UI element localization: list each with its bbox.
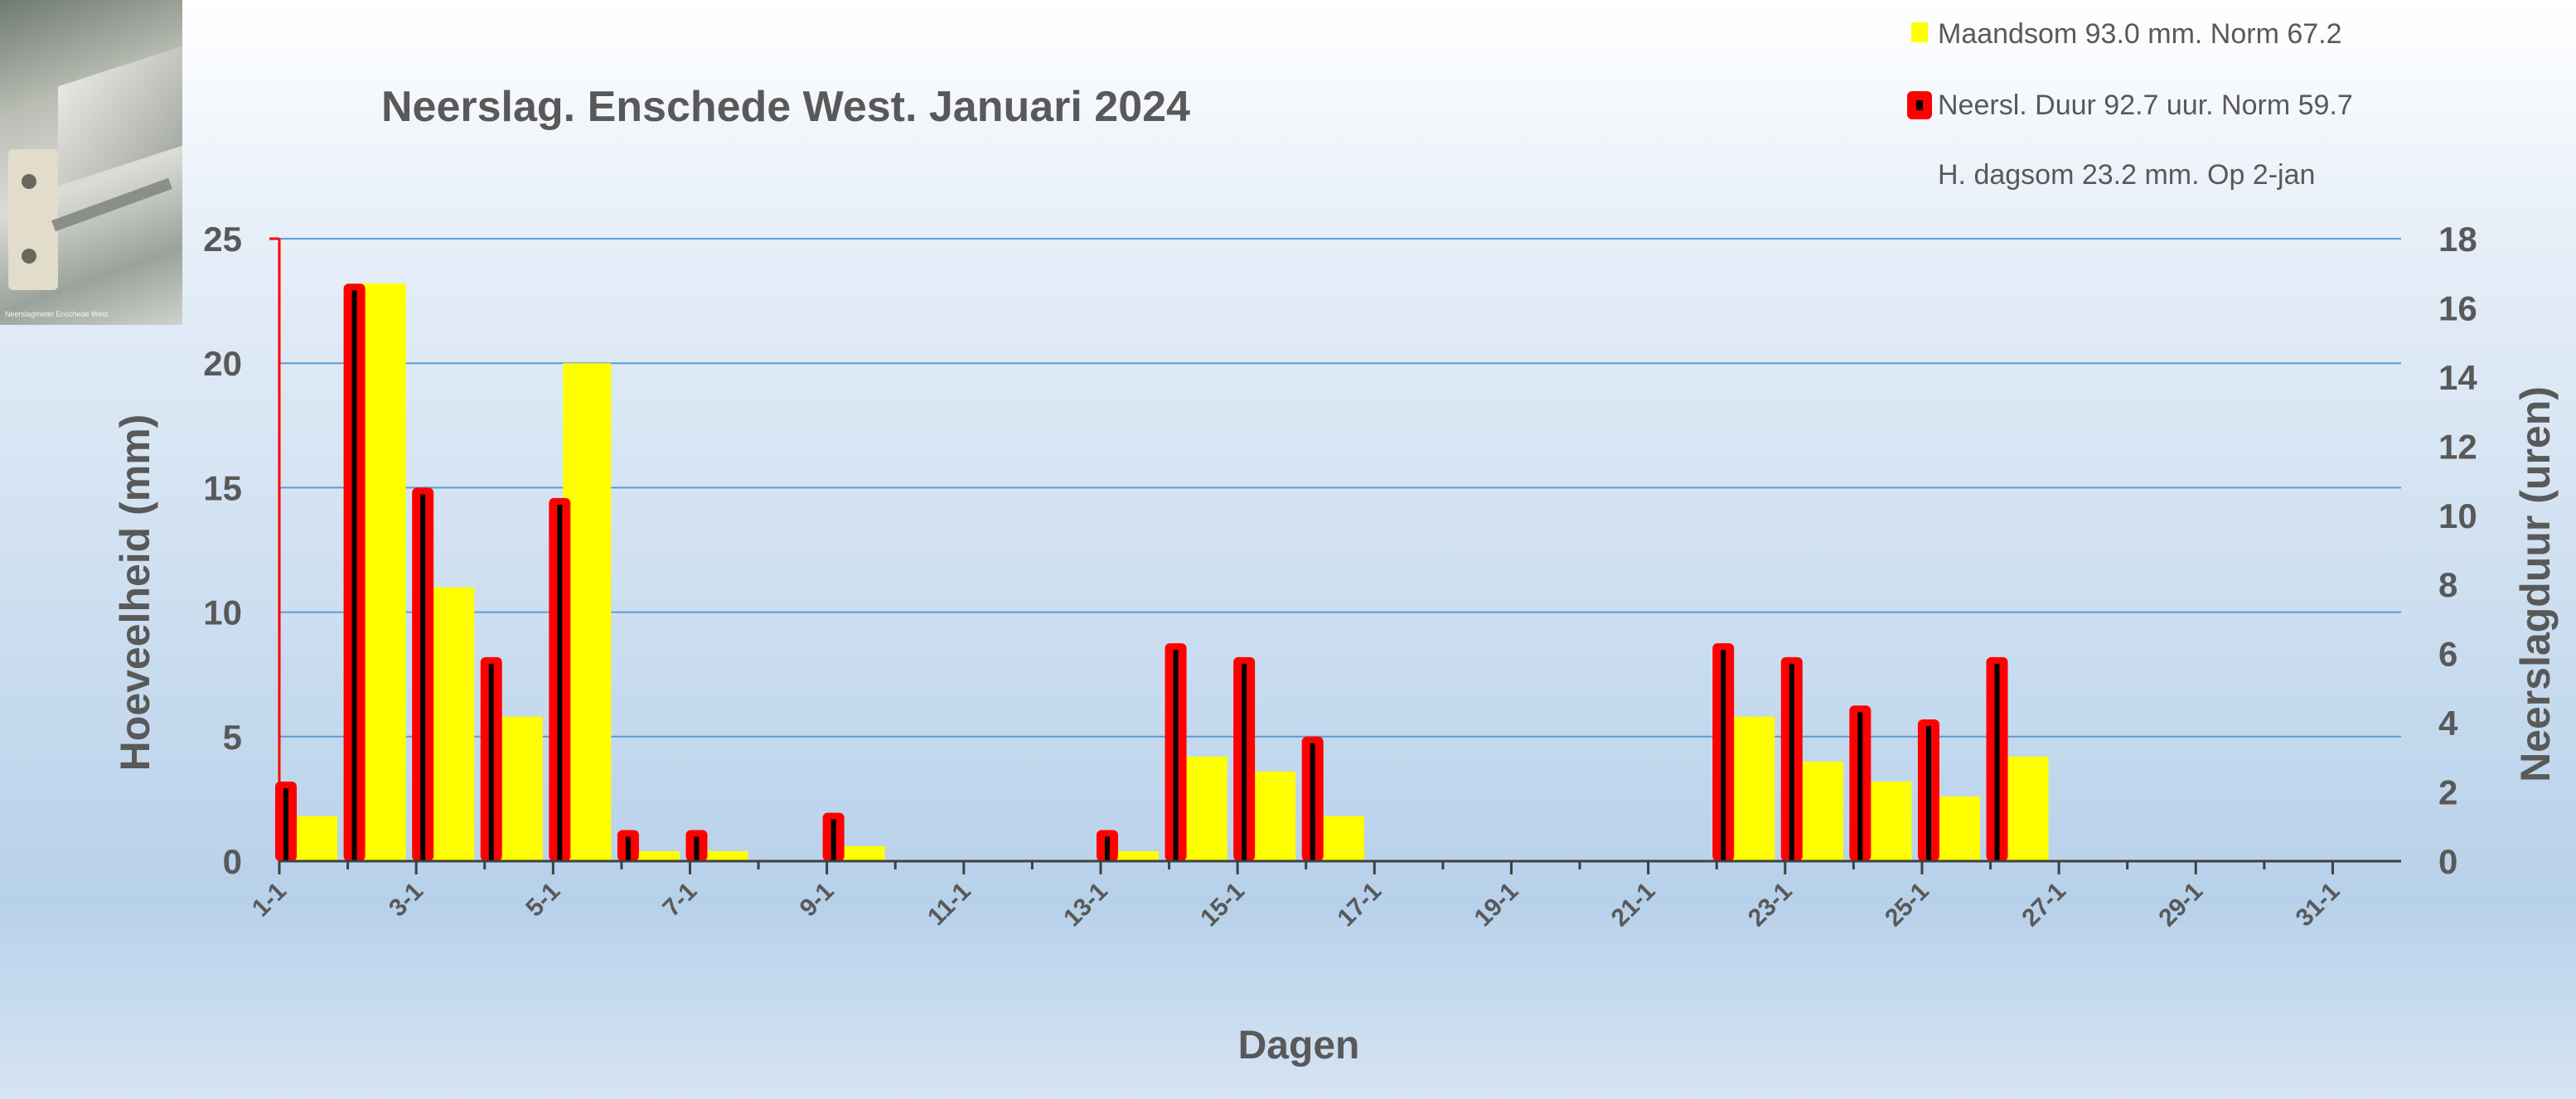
x-tick-label: 5-1	[521, 878, 565, 922]
y2-tick-label: 16	[2438, 288, 2477, 327]
bar-neersl-duur-core	[420, 494, 426, 861]
x-tick-label: 1-1	[247, 878, 292, 922]
x-tick-label: 27-1	[2017, 878, 2071, 932]
gauge-bracket	[8, 149, 58, 290]
x-tick-label: 29-1	[2153, 878, 2208, 932]
y-tick-label: 25	[203, 220, 242, 259]
x-axis-label: Dagen	[1238, 1024, 1360, 1068]
y-tick-label: 10	[203, 593, 242, 632]
bar-maandsom	[836, 845, 885, 861]
bar-neersl-duur-core	[557, 504, 563, 861]
legend-swatch-duur-core	[1916, 100, 1923, 110]
bar-maandsom	[289, 816, 337, 861]
bar-maandsom	[1110, 850, 1159, 861]
bar-maandsom	[1863, 781, 1912, 861]
bar-maandsom	[1794, 761, 1843, 861]
legend: Maandsom 93.0 mm. Norm 67.2 Neersl. Duur…	[1907, 18, 2353, 191]
left-axis-ticks: 0 5 10 15 20 25	[203, 220, 242, 881]
bar-maandsom	[357, 283, 406, 861]
x-tick-label: 21-1	[1606, 878, 1661, 932]
bars-group	[275, 283, 2049, 861]
bar-maandsom	[631, 850, 680, 861]
bar-maandsom	[1726, 716, 1775, 861]
x-tick-label: 23-1	[1743, 878, 1798, 932]
chart-title: Neerslag. Enschede West. Januari 2024	[381, 83, 1190, 131]
bar-maandsom	[563, 363, 612, 861]
x-tick-label: 3-1	[384, 878, 429, 922]
x-axis-ticks: 1-1 3-1 5-1 7-1 9-1 11-1 13-1 15-1 17-1 19-1 21-1 2…	[247, 861, 2345, 932]
bar-maandsom	[494, 716, 543, 861]
bar-neersl-duur-core	[1242, 663, 1247, 861]
bar-maandsom	[700, 850, 748, 861]
bar-neersl-duur-core	[625, 836, 631, 861]
x-tick-label: 17-1	[1332, 878, 1387, 932]
bar-neersl-duur-core	[1173, 650, 1179, 861]
bar-maandsom	[1247, 771, 1296, 861]
bar-neersl-duur-core	[694, 836, 700, 861]
y2-tick-label: 4	[2438, 704, 2458, 743]
y2-tick-label: 2	[2438, 773, 2457, 812]
bar-neersl-duur-core	[1857, 712, 1863, 861]
bar-maandsom	[1315, 816, 1364, 861]
y2-tick-label: 12	[2438, 427, 2477, 466]
x-tick-label: 15-1	[1195, 878, 1250, 932]
bar-neersl-duur-core	[1310, 743, 1315, 861]
y2-tick-label: 10	[2438, 496, 2477, 535]
x-tick-label: 9-1	[795, 878, 840, 922]
y-tick-label: 0	[223, 842, 242, 881]
bar-maandsom	[2000, 756, 2049, 861]
photo-caption: Neerslagmeter Enschede West	[5, 310, 109, 318]
legend-swatch-maandsom	[1911, 22, 1928, 42]
bar-neersl-duur-core	[1789, 663, 1794, 861]
y2-axis-label: Neerslagduur (uren)	[2512, 386, 2559, 782]
y-tick-label: 5	[223, 718, 242, 757]
bar-neersl-duur-core	[1721, 650, 1726, 861]
y2-tick-label: 0	[2438, 842, 2457, 881]
bracket-hole	[22, 174, 36, 189]
y-axis-label: Hoeveelheid (mm)	[112, 414, 158, 772]
y2-tick-label: 14	[2438, 358, 2477, 397]
legend-label-duur: Neersl. Duur 92.7 uur. Norm 59.7	[1938, 90, 2353, 121]
bar-neersl-duur-core	[488, 663, 494, 861]
bar-neersl-duur-core	[830, 819, 836, 861]
bar-neersl-duur-core	[351, 290, 357, 861]
grid-lines	[279, 238, 2401, 738]
y2-tick-label: 18	[2438, 220, 2477, 259]
legend-note-max-daily: H. dagsom 23.2 mm. Op 2-jan	[1938, 159, 2315, 191]
bracket-hole	[22, 249, 36, 264]
x-tick-label: 13-1	[1058, 878, 1113, 932]
bar-neersl-duur-core	[1104, 836, 1110, 861]
bar-neersl-duur-core	[1994, 663, 2000, 861]
x-tick-label: 11-1	[922, 878, 976, 932]
x-tick-label: 31-1	[2291, 878, 2346, 932]
x-tick-label: 25-1	[1880, 878, 1934, 932]
y-tick-label: 20	[203, 344, 242, 383]
bar-neersl-duur-core	[283, 788, 288, 861]
bar-neersl-duur-core	[1925, 725, 1931, 861]
bar-maandsom	[1931, 796, 1980, 861]
x-tick-label: 7-1	[657, 878, 702, 922]
legend-label-maandsom: Maandsom 93.0 mm. Norm 67.2	[1938, 18, 2342, 50]
axes-group	[269, 237, 2401, 863]
y-tick-label: 15	[203, 468, 242, 507]
right-axis-ticks: 0 2 4 6 8 10 12 14 16 18	[2438, 220, 2477, 881]
bar-maandsom	[426, 587, 475, 861]
y2-tick-label: 8	[2438, 565, 2457, 604]
y2-tick-label: 6	[2438, 635, 2457, 674]
rain-gauge-photo: Neerslagmeter Enschede West	[0, 0, 182, 325]
bar-maandsom	[1179, 756, 1227, 861]
x-tick-label: 19-1	[1470, 878, 1524, 932]
